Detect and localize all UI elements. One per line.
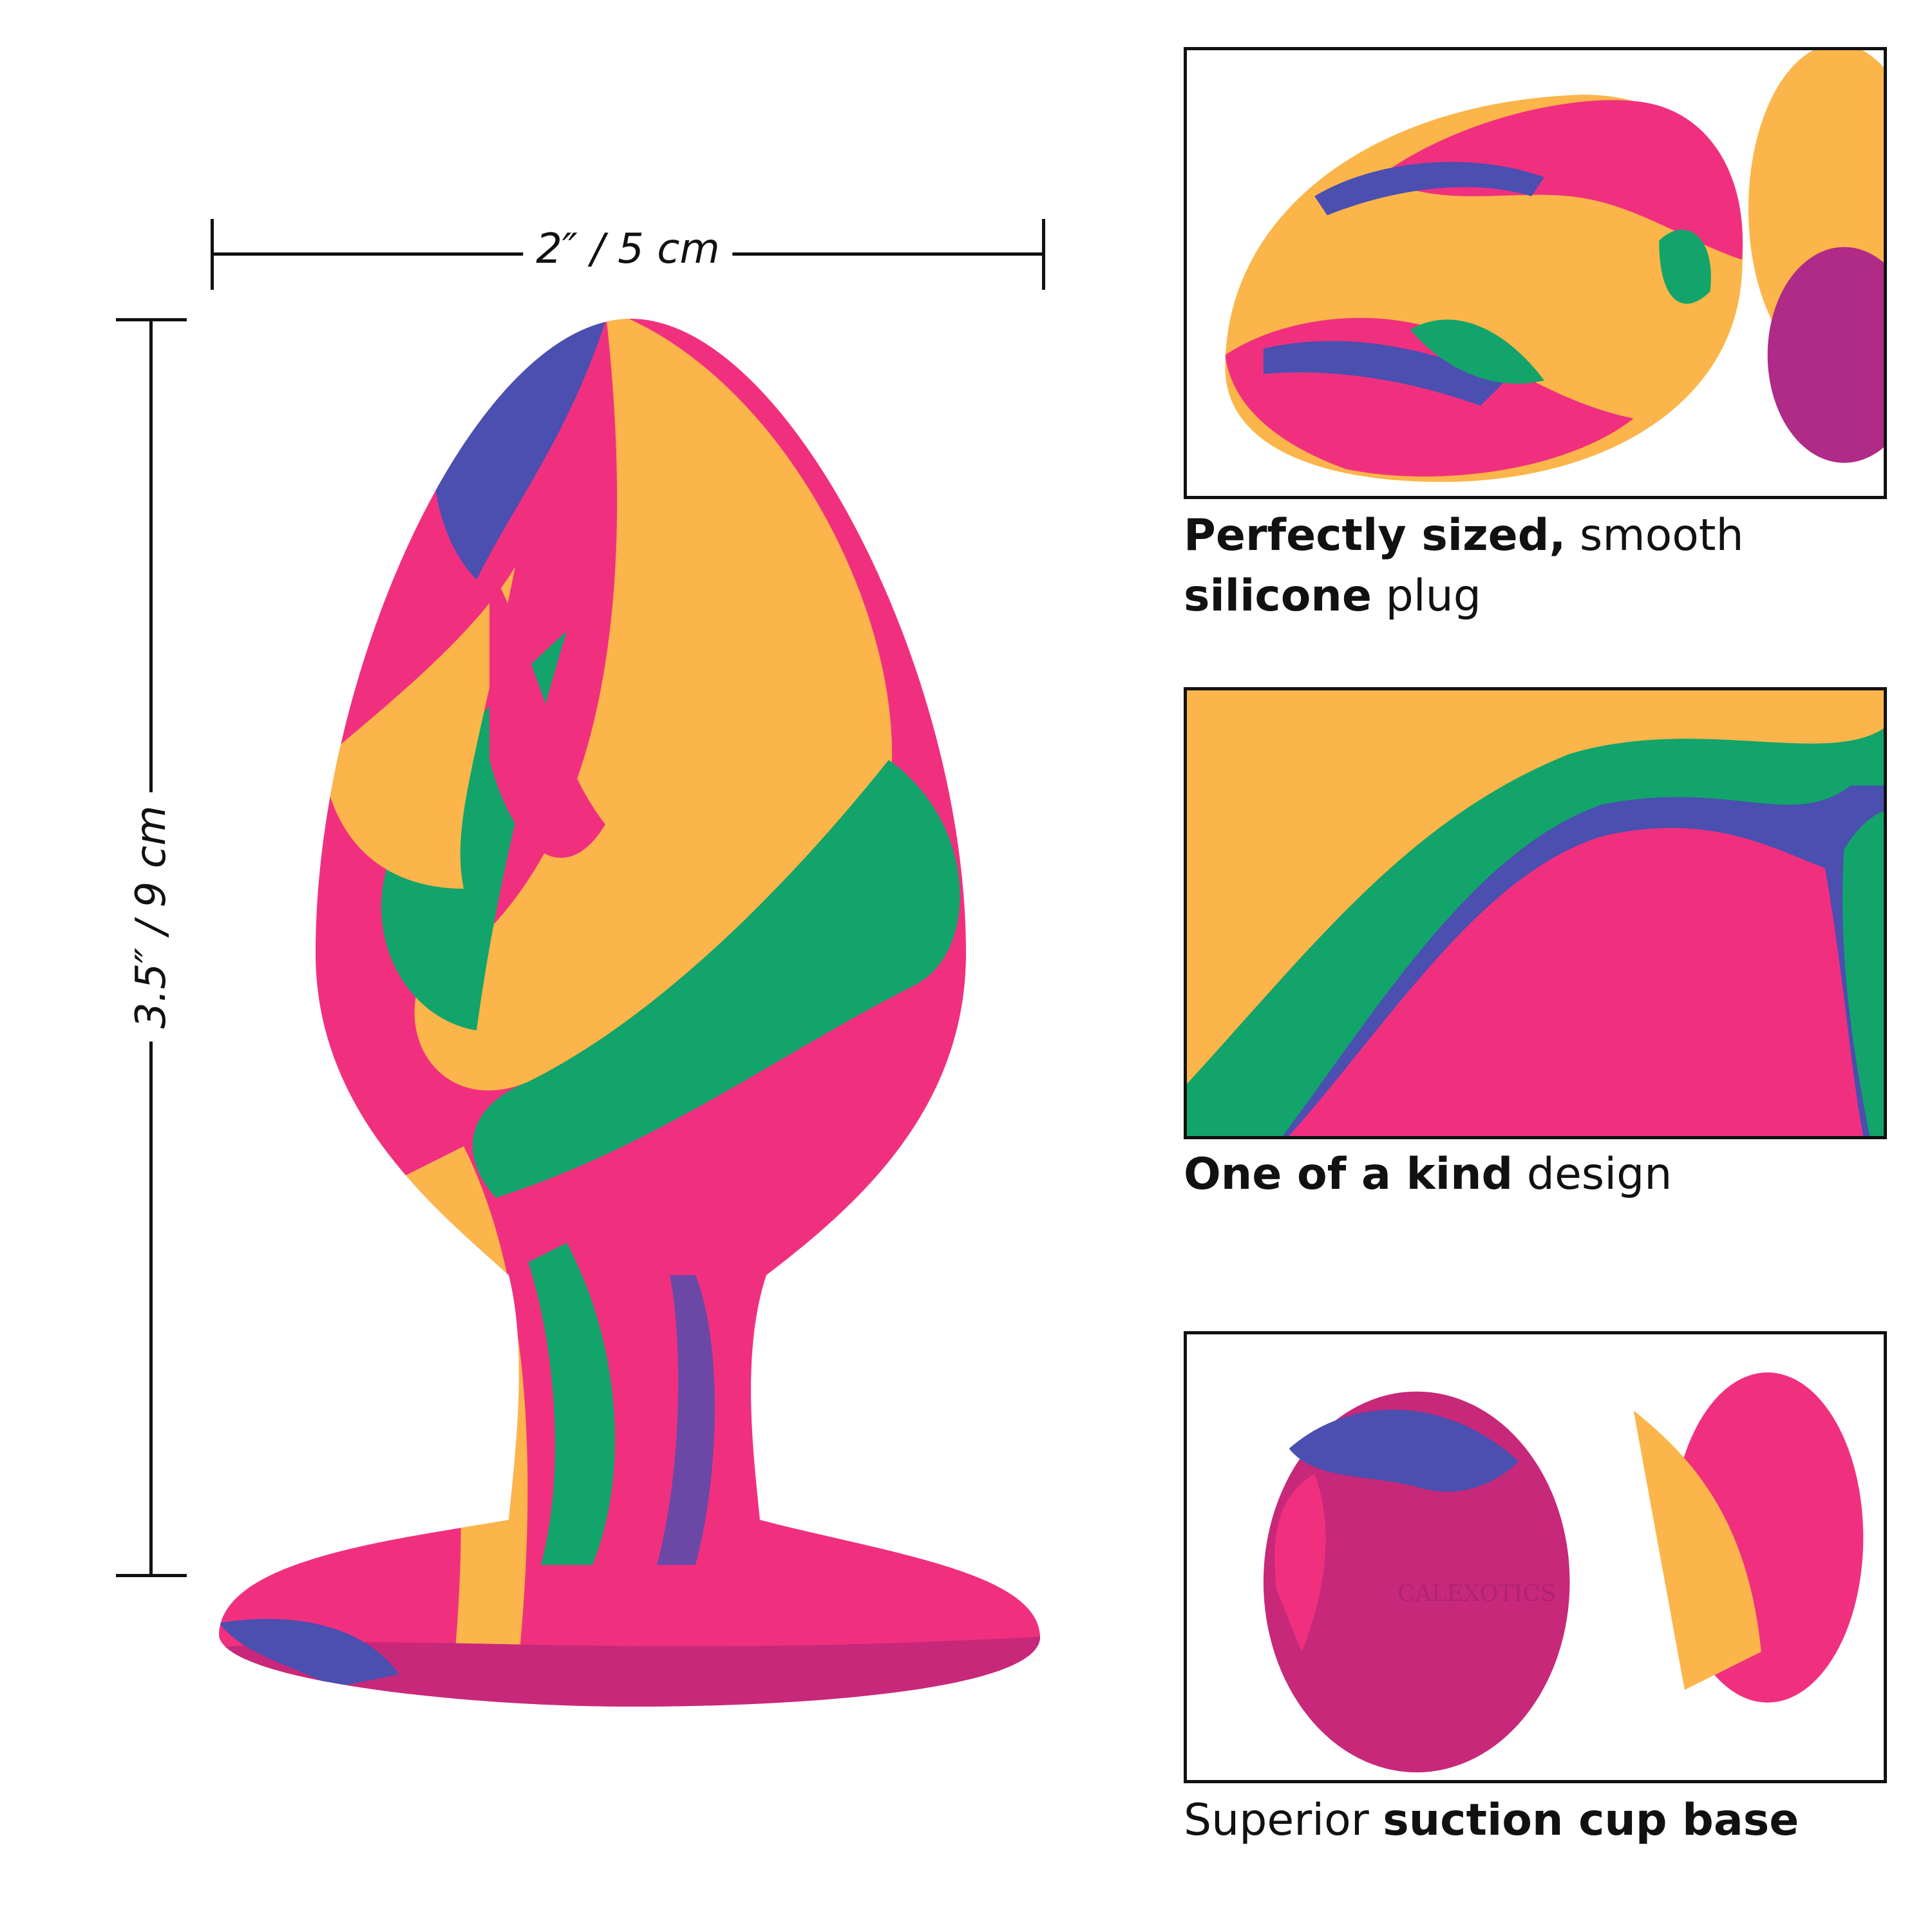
detail-panel-tip <box>1184 47 1887 499</box>
product-image <box>219 319 1041 1707</box>
caption-1: Perfectly sized, smooth silicone plug <box>1184 510 1744 621</box>
base-logo: CALEXOTICS <box>1397 1580 1556 1607</box>
height-dimension: 3.5″ / 9 cm <box>116 318 187 1577</box>
width-dimension: 2″ / 5 cm <box>211 219 1045 290</box>
caption-3: Superior suction cup base <box>1184 1795 1799 1846</box>
detail-panel-base: CALEXOTICS <box>1184 1331 1887 1783</box>
width-label: 2″ / 5 cm <box>523 225 733 273</box>
caption-2: One of a kind design <box>1184 1149 1672 1200</box>
height-label: 3.5″ / 9 cm <box>128 792 175 1042</box>
detail-panel-design <box>1184 687 1887 1139</box>
